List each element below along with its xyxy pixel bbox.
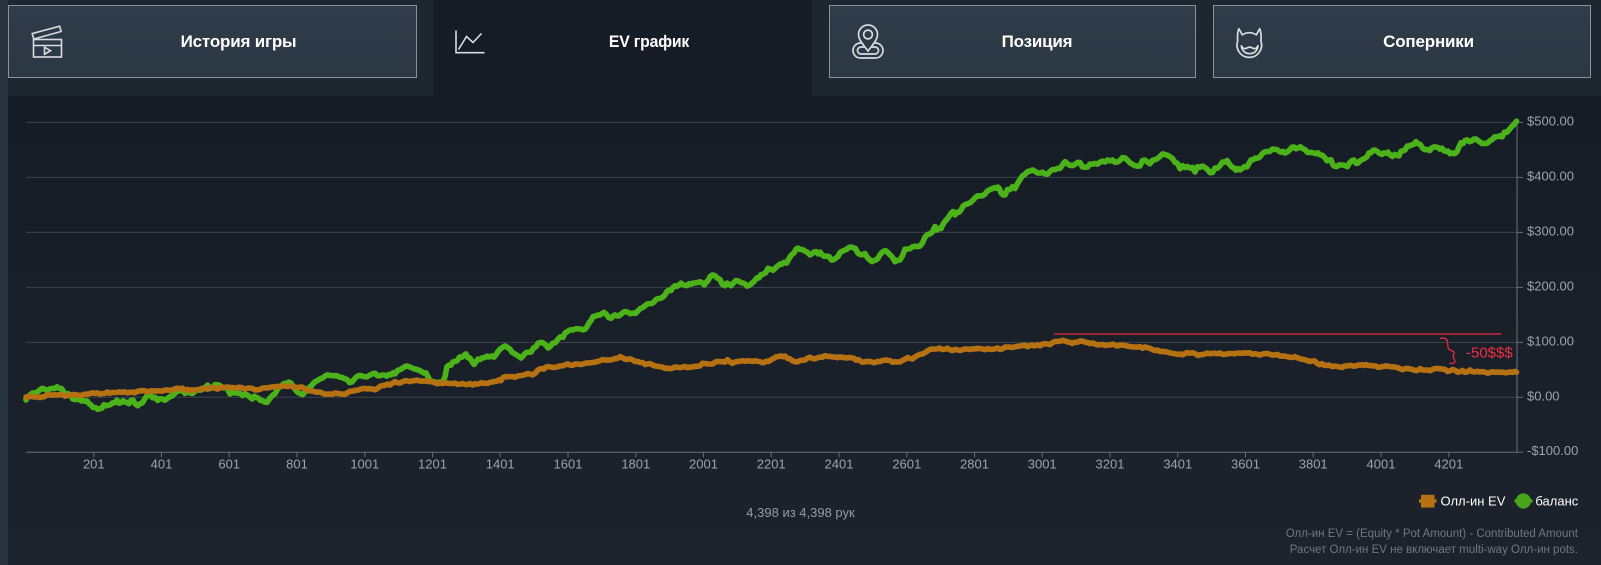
svg-text:601: 601: [218, 457, 240, 472]
svg-text:$100.00: $100.00: [1527, 333, 1574, 348]
svg-text:1001: 1001: [350, 457, 379, 472]
svg-text:-50$$$: -50$$$: [1466, 345, 1513, 362]
svg-text:3401: 3401: [1163, 457, 1192, 472]
svg-text:2401: 2401: [825, 457, 854, 472]
svg-text:2201: 2201: [757, 457, 786, 472]
svg-text:баланс: баланс: [1535, 494, 1578, 509]
svg-text:3001: 3001: [1028, 457, 1057, 472]
svg-text:4001: 4001: [1367, 457, 1396, 472]
svg-text:4201: 4201: [1434, 457, 1463, 472]
svg-text:2801: 2801: [960, 457, 989, 472]
svg-text:201: 201: [83, 457, 105, 472]
svg-text:3601: 3601: [1231, 457, 1260, 472]
svg-text:401: 401: [151, 457, 173, 472]
svg-text:1401: 1401: [486, 457, 515, 472]
svg-text:$200.00: $200.00: [1527, 278, 1574, 293]
svg-text:-$100.00: -$100.00: [1527, 443, 1578, 458]
svg-text:2601: 2601: [892, 457, 921, 472]
svg-text:1201: 1201: [418, 457, 447, 472]
svg-text:1601: 1601: [554, 457, 583, 472]
svg-text:$400.00: $400.00: [1527, 168, 1574, 183]
svg-text:$0.00: $0.00: [1527, 388, 1560, 403]
svg-text:3201: 3201: [1096, 457, 1125, 472]
svg-text:801: 801: [286, 457, 308, 472]
svg-text:$500.00: $500.00: [1527, 113, 1574, 128]
svg-text:3801: 3801: [1299, 457, 1328, 472]
svg-text:1801: 1801: [621, 457, 650, 472]
svg-text:2001: 2001: [689, 457, 718, 472]
svg-text:$300.00: $300.00: [1527, 223, 1574, 238]
svg-text:Олл-ин EV: Олл-ин EV: [1441, 494, 1506, 509]
